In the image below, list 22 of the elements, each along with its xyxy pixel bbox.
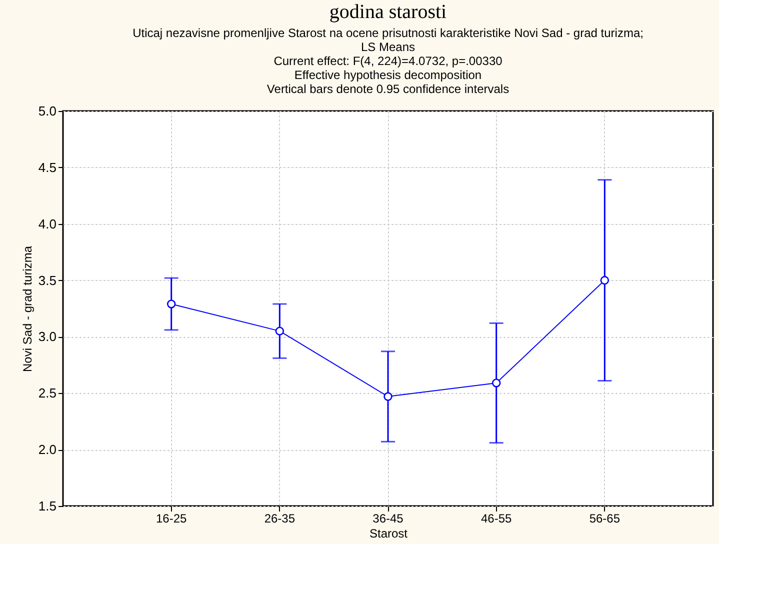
- point: [384, 392, 392, 401]
- point: [275, 326, 284, 336]
- y-axis-title: Novi Sad - grad turizma: [20, 246, 34, 372]
- x-tick-label: 16-25: [156, 512, 187, 526]
- y-tick-label: 1.5: [38, 498, 56, 514]
- y-tick-label: 2.0: [38, 442, 56, 458]
- point: [492, 378, 501, 388]
- y-tick-label: 5.0: [38, 104, 56, 118]
- y-tick-label: 3.5: [38, 272, 56, 288]
- x-tick-label: 36-45: [372, 512, 404, 526]
- y-tick-label: 4.0: [38, 216, 56, 232]
- y-tick-label: 4.5: [38, 160, 56, 175]
- point: [166, 300, 176, 308]
- y-tick-label: 2.5: [38, 386, 56, 401]
- point: [600, 276, 610, 285]
- chart-subtitle: Uticaj nezavisne promenljive Starost na ocene prisutnosti karakteristike Novi Sad - grad turizma; LS Means Current effect: F(4, 224)=4.0732, p=.00330 Effective hypothesis decomposition Vertical bars denote 0.95 confidence intervals: [132, 26, 644, 96]
- x-tick-label: 26-35: [264, 512, 296, 526]
- x-tick-label: 46-55: [480, 512, 512, 526]
- y-tick-label: 3.0: [38, 329, 56, 344]
- chart-title: godina starosti: [329, 1, 448, 23]
- x-tick-label: 56-65: [589, 512, 620, 526]
- x-axis-title: Starost: [369, 526, 408, 540]
